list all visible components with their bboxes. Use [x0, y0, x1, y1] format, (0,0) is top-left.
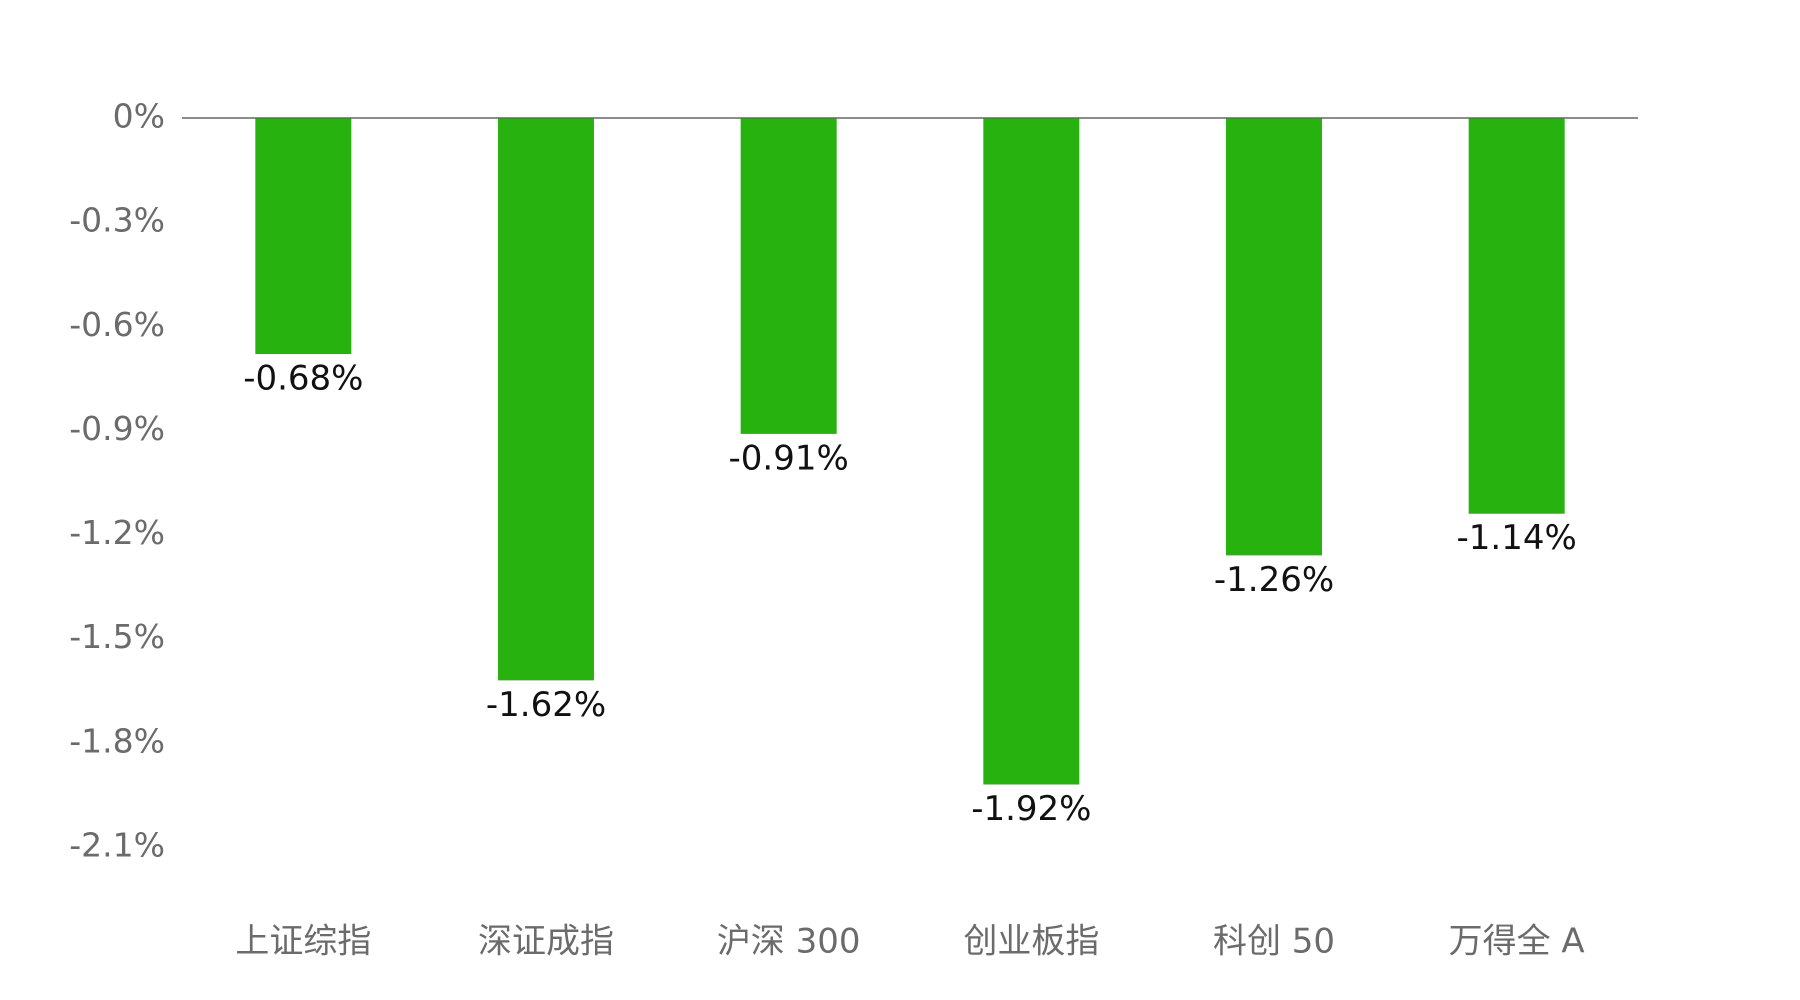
y-tick-label: -0.6%	[69, 305, 165, 344]
data-label: -0.68%	[243, 359, 363, 399]
y-tick-label: -0.9%	[69, 409, 165, 448]
y-tick-label: -1.5%	[69, 617, 165, 656]
bar	[1468, 118, 1565, 514]
bar	[1226, 118, 1322, 556]
y-tick-label: -1.2%	[69, 513, 165, 552]
data-label: -1.92%	[971, 789, 1091, 829]
data-label: -0.91%	[729, 438, 849, 478]
bar	[498, 118, 594, 681]
x-tick-label: 科创 50	[1213, 922, 1335, 962]
x-tick-label: 沪深 300	[717, 922, 861, 962]
x-tick-label: 深证成指	[478, 922, 614, 962]
y-tick-label: -0.3%	[69, 201, 165, 240]
y-tick-label: -2.1%	[69, 826, 165, 865]
data-label: -1.14%	[1457, 518, 1577, 558]
bar	[255, 118, 352, 355]
y-tick-label: -1.8%	[69, 721, 165, 760]
x-tick-label: 万得全 A	[1449, 922, 1585, 962]
x-tick-label: 创业板指	[963, 922, 1099, 962]
bar	[983, 118, 1080, 785]
bar	[740, 118, 837, 434]
data-label: -1.62%	[486, 685, 606, 725]
data-label: -1.26%	[1214, 560, 1334, 600]
x-tick-label: 上证综指	[235, 922, 371, 962]
y-tick-label: 0%	[113, 97, 165, 136]
